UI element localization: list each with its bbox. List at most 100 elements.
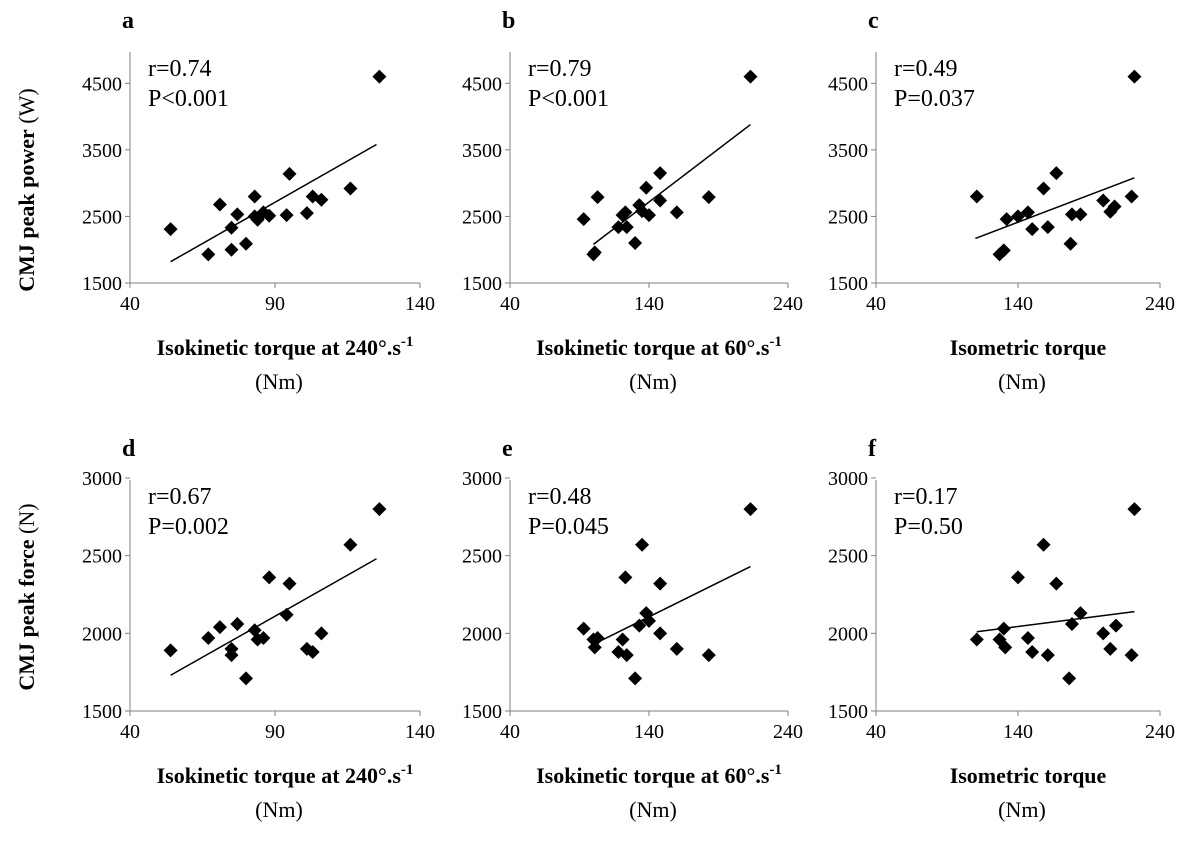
data-point-a [314, 192, 329, 207]
data-point-a [247, 189, 262, 204]
data-point-f [1096, 626, 1111, 641]
x-tick-label-a: 140 [405, 293, 435, 315]
x-axis-label-a: Isokinetic torque at 240°.s-1 [157, 334, 414, 360]
data-point-a [239, 236, 253, 251]
data-point-d [256, 630, 271, 645]
data-point-f [1020, 630, 1035, 645]
stat-r-a: r=0.74 [148, 56, 212, 82]
data-point-b [653, 166, 668, 181]
data-point-d [305, 644, 320, 659]
data-point-a [224, 242, 239, 257]
y-tick-label-c: 2500 [828, 206, 868, 228]
stat-r-b: r=0.79 [528, 56, 592, 82]
data-point-b [619, 220, 634, 235]
x-axis-label-d: Isokinetic torque at 240°.s-1 [157, 762, 414, 788]
x-axis-unit-f: (Nm) [998, 797, 1046, 822]
x-tick-label-d: 140 [405, 721, 435, 743]
x-axis-label-superscript-b: -1 [769, 334, 782, 350]
y-tick-label-f: 1500 [828, 701, 868, 723]
stat-p-a: P<0.001 [148, 86, 229, 112]
data-point-e [590, 630, 605, 645]
data-point-d [247, 623, 262, 638]
data-point-b [611, 220, 626, 235]
data-point-f [998, 640, 1013, 655]
y-axis-label-power: CMJ peak power (W) [14, 88, 39, 291]
panel-c: c 1500 2500 3500 4500 40 140 240 r=0.49 P=0.037 Is… [828, 8, 1175, 394]
x-axis-label-text-a: Isokinetic torque at 240°.s [157, 335, 402, 360]
y-tick-label-f: 2000 [828, 623, 868, 645]
panel-e: e 1500 2000 2500 3000 40 140 240 r=0.48 P=0.045 Is… [462, 436, 803, 822]
data-point-b [639, 180, 654, 195]
y-tick-label-e: 3000 [462, 468, 502, 490]
data-point-a [163, 222, 178, 237]
data-point-e [619, 648, 634, 663]
data-point-d [224, 641, 239, 656]
data-point-d [262, 570, 277, 585]
y-axis-label-force-unit: (N) [14, 503, 39, 539]
data-point-b [642, 208, 656, 223]
data-point-c [1073, 207, 1088, 222]
data-point-c [1096, 193, 1111, 208]
y-axis-label-force-text: CMJ peak force [14, 539, 39, 690]
data-point-e [635, 537, 650, 552]
data-point-b [576, 212, 591, 227]
x-tick-label-c: 240 [1145, 293, 1175, 315]
stat-r-d: r=0.67 [148, 484, 212, 510]
y-tick-label-d: 2000 [82, 623, 122, 645]
x-axis-label-b: Isokinetic torque at 60°.s-1 [536, 334, 782, 360]
trend-line-e [590, 565, 751, 647]
x-axis-unit-b: (Nm) [629, 369, 677, 394]
trend-line-a [170, 143, 377, 263]
x-axis-label-f: Isometric torque [950, 763, 1107, 788]
x-tick-label-b: 40 [500, 293, 520, 315]
data-point-d [372, 502, 387, 517]
data-point-e [576, 621, 591, 636]
data-point-e [653, 626, 668, 641]
data-point-e [628, 671, 643, 686]
data-point-b [743, 69, 758, 84]
x-tick-label-c: 40 [866, 293, 886, 315]
x-axis-label-text-d: Isokinetic torque at 240°.s [157, 763, 402, 788]
stat-r-e: r=0.48 [528, 484, 592, 510]
y-tick-label-d: 3000 [82, 468, 122, 490]
panel-b: b 1500 2500 3500 4500 40 140 240 r=0.79 P<0.001 Is… [462, 8, 803, 394]
data-point-e [615, 632, 630, 647]
data-point-a [343, 181, 358, 196]
x-tick-label-f: 240 [1145, 721, 1175, 743]
data-point-a [262, 208, 277, 223]
data-point-a [372, 69, 387, 84]
y-tick-label-e: 2000 [462, 623, 502, 645]
data-point-f [1040, 648, 1055, 663]
data-point-d [163, 643, 178, 658]
data-point-a [212, 197, 227, 212]
y-tick-label-f: 3000 [828, 468, 868, 490]
x-tick-label-a: 40 [120, 293, 140, 315]
data-point-c [1064, 207, 1079, 222]
panel-letter-a: a [122, 8, 134, 34]
data-point-f [1073, 606, 1088, 621]
data-point-c [1124, 189, 1139, 204]
data-point-d [279, 607, 294, 622]
x-axis-label-text-e: Isokinetic torque at 60°.s [536, 763, 770, 788]
data-point-e [669, 641, 684, 656]
x-axis-unit-c: (Nm) [998, 369, 1046, 394]
y-axis-label-force: CMJ peak force (N) [14, 503, 39, 690]
data-point-f [969, 632, 984, 647]
y-tick-label-b: 3500 [462, 140, 502, 162]
y-tick-label-c: 1500 [828, 273, 868, 295]
data-point-b [618, 205, 633, 220]
x-axis-label-text-b: Isokinetic torque at 60°.s [536, 335, 770, 360]
data-point-c [1127, 69, 1142, 84]
data-point-f [1036, 537, 1051, 552]
data-point-c [999, 212, 1014, 227]
y-axis-label-power-unit: (W) [14, 88, 39, 129]
stat-p-e: P=0.045 [528, 514, 609, 540]
data-point-d [230, 617, 245, 632]
y-tick-label-c: 3500 [828, 140, 868, 162]
x-axis-unit-e: (Nm) [629, 797, 677, 822]
data-point-f [1103, 641, 1118, 656]
x-tick-label-b: 140 [634, 293, 664, 315]
x-tick-label-f: 140 [1003, 721, 1033, 743]
data-point-b [587, 245, 602, 260]
panel-letter-c: c [868, 8, 879, 34]
